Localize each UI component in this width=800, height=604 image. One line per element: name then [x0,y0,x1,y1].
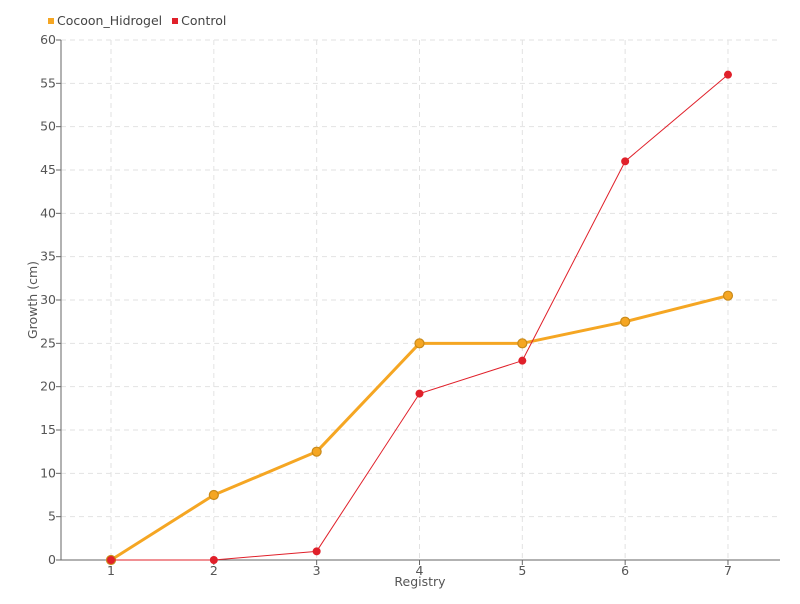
data-point-control[interactable] [518,356,527,365]
legend-item-cocoon[interactable]: Cocoon_Hidrogel [48,13,162,28]
y-tick-label: 15 [40,422,56,437]
x-tick-label: 4 [416,563,424,578]
y-tick-label: 0 [48,552,56,567]
data-point-cocoon-hidrogel[interactable] [620,316,631,327]
y-tick-label: 20 [40,379,56,394]
legend-label-control: Control [181,13,227,28]
legend-swatch-control [172,17,179,24]
data-point-cocoon-hidrogel[interactable] [208,489,219,501]
y-tick-label: 50 [40,119,56,134]
y-tick-label: 40 [40,205,56,220]
y-tick-label: 55 [40,75,56,90]
legend-swatch-cocoon [48,17,54,24]
data-point-control[interactable] [621,157,630,166]
y-tick-label: 60 [40,32,56,47]
x-tick-label: 7 [724,563,732,578]
data-point-control[interactable] [723,70,732,79]
x-axis-label: Registry [394,574,446,589]
x-tick-label: 2 [210,563,218,578]
series-line-control [111,74,729,561]
x-tick-label: 6 [621,563,629,578]
data-point-cocoon-hidrogel[interactable] [311,446,322,457]
y-axis-label: Growth (cm) [25,261,40,339]
grid [61,39,780,560]
x-tick-label: 5 [518,563,526,578]
data-point-cocoon-hidrogel[interactable] [414,338,425,349]
series-group [105,70,734,566]
y-tick-label: 35 [40,249,56,264]
legend-label-cocoon: Cocoon_Hidrogel [57,13,163,28]
y-tick-label: 5 [48,509,56,524]
data-point-control[interactable] [312,547,321,556]
data-point-cocoon-hidrogel[interactable] [722,290,734,301]
y-tick-label: 25 [40,335,56,350]
legend-item-control[interactable]: Control [172,13,226,28]
y-tick-label: 30 [40,292,56,307]
data-point-control[interactable] [107,556,115,564]
data-point-control[interactable] [209,556,218,564]
x-tick-label: 1 [107,563,115,578]
data-point-control[interactable] [415,389,424,398]
y-tick-label: 45 [40,162,56,177]
x-tick-label: 3 [313,563,321,578]
y-tick-label: 10 [40,465,56,480]
data-point-cocoon-hidrogel[interactable] [517,338,528,349]
legend: Cocoon_Hidrogel Control [48,13,226,28]
